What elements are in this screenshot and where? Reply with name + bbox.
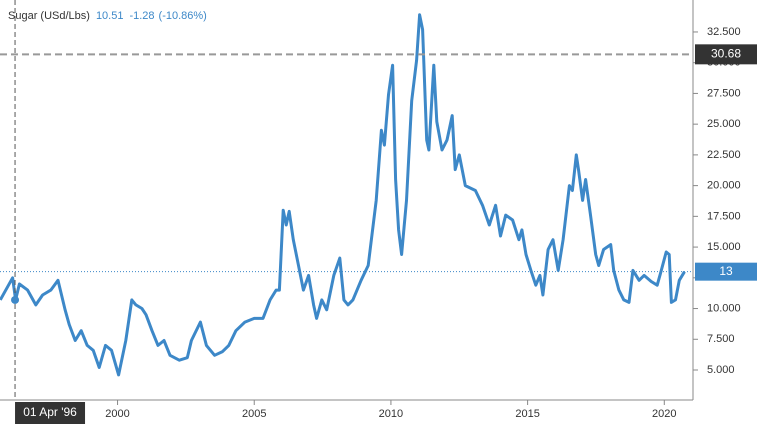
last-value-box	[695, 262, 757, 281]
last-value-label: 13	[719, 264, 733, 278]
x-tick-label: 2020	[652, 408, 676, 420]
x-tick-label: 2015	[515, 408, 539, 420]
crosshair-date-label: 01 Apr '96	[23, 405, 77, 419]
y-tick-label: 27.500	[707, 87, 741, 99]
y-tick-label: 17.500	[707, 210, 741, 222]
crosshair-level-label: 30.68	[711, 47, 741, 61]
crosshair-date-box	[15, 402, 86, 424]
y-tick-label: 7.500	[707, 333, 735, 345]
change-pct: (-10.86%)	[159, 10, 207, 22]
change: -1.28	[129, 10, 154, 22]
x-tick-label: 2010	[379, 408, 403, 420]
y-tick-label: 10.000	[707, 302, 741, 314]
y-tick-label: 32.500	[707, 26, 741, 38]
crosshair-dot	[11, 295, 20, 304]
y-tick-label: 20.000	[707, 180, 741, 192]
price-line	[0, 13, 686, 377]
crosshair-level-box	[695, 44, 757, 65]
header: Sugar (USd/Lbs) 10.51 -1.28 (-10.86%)	[8, 10, 207, 22]
y-tick-label: 22.500	[707, 149, 741, 161]
price: 10.51	[96, 10, 124, 22]
chart-title: Sugar (USd/Lbs)	[8, 10, 90, 22]
x-tick-label: 2000	[105, 408, 129, 420]
x-tick-label: 2005	[242, 408, 266, 420]
y-tick-label: 5.000	[707, 364, 735, 376]
y-tick-label: 15.000	[707, 241, 741, 253]
y-tick-label: 25.000	[707, 118, 741, 130]
